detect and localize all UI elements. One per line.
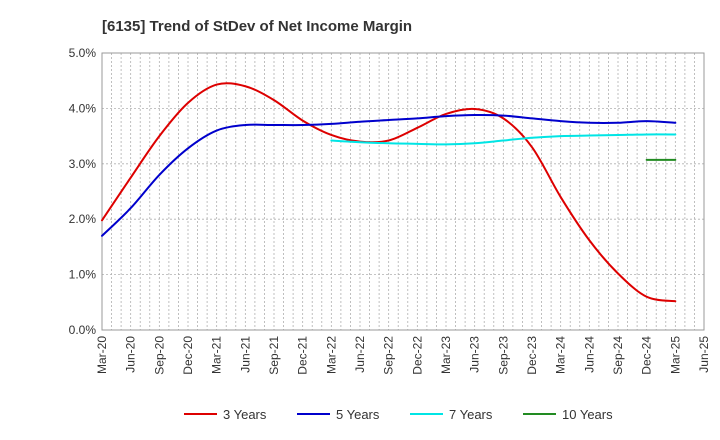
x-tick-label: Jun-25 — [697, 336, 711, 373]
x-tick-label: Sep-21 — [267, 336, 281, 375]
x-tick-label: Sep-24 — [611, 336, 625, 375]
x-tick-label: Sep-23 — [496, 336, 510, 375]
x-tick-label: Sep-20 — [152, 336, 166, 375]
x-tick-label: Jun-22 — [353, 336, 367, 373]
x-axis-ticks: Mar-20 Jun-20 Sep-20 Dec-20 Mar-21 Jun-21 Sep-… — [95, 336, 711, 375]
x-tick-label: Jun-20 — [124, 336, 138, 373]
x-tick-label: Dec-20 — [181, 336, 195, 375]
series-line-7-years — [330, 133, 677, 146]
x-tick-label: Sep-22 — [382, 336, 396, 375]
y-tick-label: 0.0% — [69, 323, 97, 337]
series-layer — [101, 82, 677, 303]
x-tick-label: Dec-23 — [525, 336, 539, 375]
x-tick-label: Mar-25 — [668, 336, 682, 374]
x-tick-label: Mar-24 — [554, 336, 568, 374]
x-tick-label: Dec-22 — [410, 336, 424, 375]
x-tick-label: Dec-21 — [296, 336, 310, 375]
x-tick-label: Mar-20 — [95, 336, 109, 374]
plot-area — [102, 53, 704, 330]
plot-frame — [101, 52, 705, 331]
x-tick-label: Dec-24 — [640, 336, 654, 375]
legend-label-3-years: 3 Years — [223, 407, 267, 422]
x-tick-label: Jun-21 — [238, 336, 252, 373]
x-tick-label: Mar-23 — [439, 336, 453, 374]
y-tick-label: 3.0% — [69, 157, 97, 171]
x-tick-label: Mar-22 — [324, 336, 338, 374]
series-line-5-years — [101, 114, 677, 237]
legend-label-7-years: 7 Years — [449, 407, 493, 422]
legend: 3 Years 5 Years 7 Years 10 Years — [184, 407, 613, 422]
x-tick-label: Jun-23 — [468, 336, 482, 373]
x-tick-label: Mar-21 — [210, 336, 224, 374]
y-tick-label: 4.0% — [69, 101, 97, 115]
y-tick-label: 2.0% — [69, 212, 97, 226]
series-line-3-years — [101, 82, 677, 303]
legend-label-5-years: 5 Years — [336, 407, 380, 422]
chart-title: [6135] Trend of StDev of Net Income Marg… — [102, 18, 412, 35]
y-tick-label: 1.0% — [69, 268, 97, 282]
legend-label-10-years: 10 Years — [562, 407, 613, 422]
y-axis-ticks: 0.0% 1.0% 2.0% 3.0% 4.0% 5.0% — [69, 46, 97, 337]
x-tick-label: Jun-24 — [582, 336, 596, 373]
grid-layer — [102, 53, 704, 330]
y-tick-label: 5.0% — [69, 46, 97, 60]
